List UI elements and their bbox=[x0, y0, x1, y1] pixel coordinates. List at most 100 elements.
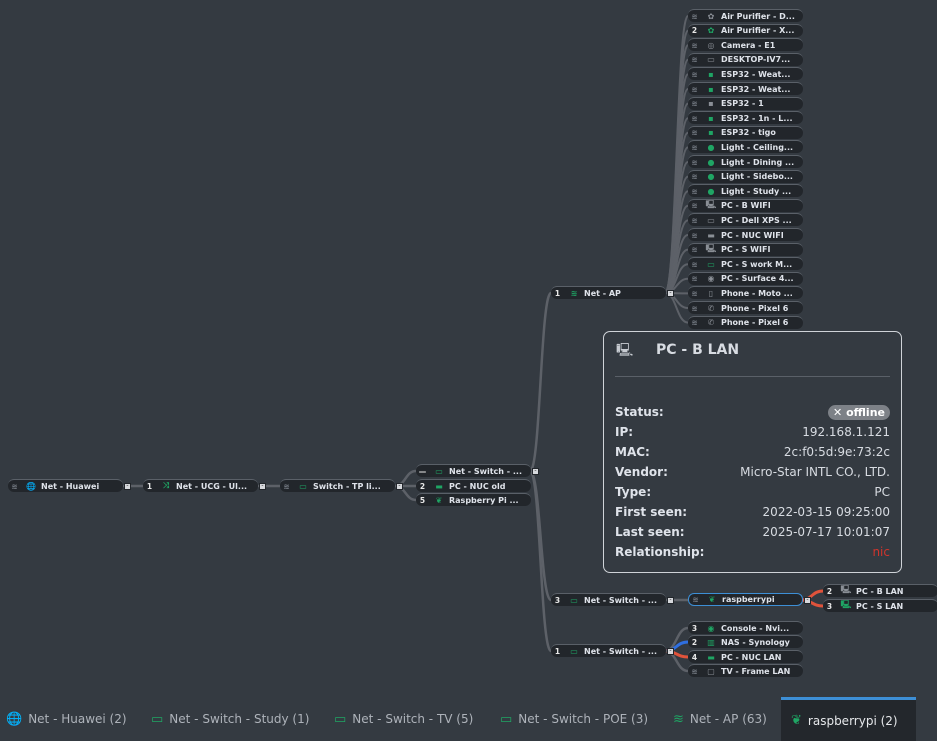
wifi-icon: ≋ bbox=[691, 69, 698, 79]
tab-4[interactable]: ≋ Net - AP (63) bbox=[673, 697, 767, 741]
device-label: PC - NUC LAN bbox=[721, 652, 782, 662]
device-node[interactable]: ≋ ❦ raspberrypi bbox=[688, 593, 803, 606]
link-count-badge: 1 bbox=[554, 646, 561, 656]
tab-label: Net - Switch - Study (1) bbox=[169, 712, 310, 726]
tooltip-row: Last seen: 2025-07-17 10:01:07 bbox=[615, 522, 890, 542]
wifi-icon: ≋ bbox=[691, 259, 698, 269]
device-node[interactable]: ≋ ▪ ESP32 - Weat... bbox=[688, 82, 803, 95]
device-node[interactable]: 4 ▬ PC - NUC LAN bbox=[688, 650, 803, 663]
wifi-icon: ≋ bbox=[691, 84, 698, 94]
device-label: PC - NUC WIFI bbox=[721, 230, 784, 240]
tooltip-row: MAC: 2c:f0:5d:9e:73:2c bbox=[615, 442, 890, 462]
nas-icon: ▥ bbox=[707, 637, 715, 647]
link-count-badge: 2 bbox=[691, 26, 698, 36]
device-node[interactable]: 1 ≋ Net - AP bbox=[551, 286, 666, 299]
device-node[interactable]: ≋ ▪ ESP32 - Weat... bbox=[688, 67, 803, 81]
tv-icon: ▢ bbox=[707, 666, 715, 676]
collapse-toggle[interactable]: - bbox=[532, 468, 539, 475]
tab-3[interactable]: ▭ Net - Switch - POE (3) bbox=[500, 697, 648, 741]
device-node[interactable]: 3 ▭ Net - Switch - ... bbox=[551, 593, 666, 606]
collapse-toggle[interactable]: - bbox=[667, 597, 674, 604]
device-node[interactable]: ≋ ▬ PC - NUC WIFI bbox=[688, 228, 803, 241]
device-node[interactable]: ≋ ▯ Phone - Moto ... bbox=[688, 286, 803, 300]
wifi-icon: ≋ bbox=[691, 201, 698, 211]
link-count-badge: 3 bbox=[691, 623, 698, 633]
tab-2[interactable]: ▭ Net - Switch - TV (5) bbox=[334, 697, 473, 741]
device-label: ESP32 - tigo bbox=[721, 128, 776, 138]
wifi-icon: ≋ bbox=[691, 186, 698, 196]
device-label: Raspberry Pi ... bbox=[449, 495, 519, 505]
device-node[interactable]: 1 ⤨ Net - UCG - Ul... bbox=[143, 479, 258, 492]
link-count-badge: — bbox=[418, 466, 427, 476]
device-label: ESP32 - 1 bbox=[721, 99, 764, 109]
collapse-toggle[interactable]: - bbox=[667, 290, 674, 297]
wifi-icon: ≋ bbox=[691, 11, 698, 21]
tab-1[interactable]: ▭ Net - Switch - Study (1) bbox=[151, 697, 309, 741]
wifi-icon: ≋ bbox=[691, 230, 698, 240]
device-node[interactable]: — ▭ Net - Switch - ... bbox=[416, 464, 531, 477]
device-node[interactable]: ≋ ✆ Phone - Pixel 6 bbox=[688, 315, 803, 329]
device-node[interactable]: ≋ ▭ DESKTOP-IV7... bbox=[688, 52, 803, 66]
wifi-icon: ≋ bbox=[691, 303, 698, 313]
device-node[interactable]: ≋ 🖳 PC - B WIFI bbox=[688, 198, 803, 212]
field-value: PC bbox=[874, 485, 890, 499]
tab-0[interactable]: 🌐 Net - Huawei (2) bbox=[6, 697, 127, 741]
nuc-icon: ▬ bbox=[435, 481, 443, 491]
wifi-icon: ≋ bbox=[691, 55, 698, 65]
field-value: 2025-07-17 10:01:07 bbox=[762, 525, 890, 539]
device-node[interactable]: ≋ ● Light - Dining ... bbox=[688, 155, 803, 168]
device-node[interactable]: 2 ▬ PC - NUC old bbox=[416, 479, 531, 492]
wifi-icon: ≋ bbox=[691, 113, 698, 123]
device-node[interactable]: 2 ▥ NAS - Synology bbox=[688, 635, 803, 648]
device-node[interactable]: 3 🖳 PC - S LAN bbox=[823, 599, 937, 612]
device-label: PC - Dell XPS ... bbox=[721, 215, 792, 225]
device-node[interactable]: ≋ ● Light - Study ... bbox=[688, 184, 803, 198]
wifi-icon: ≋ bbox=[691, 666, 698, 676]
link-count-badge: 3 bbox=[554, 595, 561, 605]
device-node[interactable]: ≋ 🖳 PC - S WIFI bbox=[688, 242, 803, 256]
device-node[interactable]: 3 ◉ Console - Nvi... bbox=[688, 621, 803, 634]
wifi-icon: ≋ bbox=[691, 245, 698, 255]
device-node[interactable]: ≋ 🌐 Net - Huawei bbox=[8, 479, 123, 492]
fan-icon: ✿ bbox=[707, 11, 715, 21]
device-node[interactable]: ≋ ▭ Switch - TP li... bbox=[280, 479, 395, 492]
bulb-icon: ● bbox=[707, 157, 715, 167]
device-node[interactable]: ≋ ◉ PC - Surface 4... bbox=[688, 271, 803, 285]
tab-label: Net - Switch - POE (3) bbox=[518, 712, 649, 726]
device-node[interactable]: ≋ ◎ Camera - E1 bbox=[688, 38, 803, 52]
collapse-toggle[interactable]: - bbox=[667, 648, 674, 655]
device-node[interactable]: ≋ ▢ TV - Frame LAN bbox=[688, 664, 803, 677]
device-node[interactable]: ≋ ▪ ESP32 - 1 bbox=[688, 96, 803, 110]
device-label: Console - Nvi... bbox=[721, 623, 790, 633]
device-node[interactable]: 2 ✿ Air Purifier - X... bbox=[688, 23, 803, 37]
tab-label: raspberrypi (2) bbox=[807, 713, 898, 728]
field-value: Micro-Star INTL CO., LTD. bbox=[740, 465, 890, 479]
globe-icon: 🌐 bbox=[6, 711, 23, 727]
collapse-toggle[interactable]: - bbox=[259, 483, 266, 490]
collapse-toggle[interactable]: - bbox=[124, 483, 131, 490]
collapse-toggle[interactable]: - bbox=[396, 483, 403, 490]
device-node[interactable]: 5 ❦ Raspberry Pi ... bbox=[416, 493, 531, 506]
gamepad-icon: ◉ bbox=[707, 274, 715, 284]
device-label: Light - Sidebo... bbox=[721, 172, 793, 182]
device-node[interactable]: ≋ ✿ Air Purifier - D... bbox=[688, 9, 803, 22]
wifi-icon: ≋ bbox=[691, 142, 698, 152]
collapse-toggle[interactable]: - bbox=[804, 597, 811, 604]
device-node[interactable]: 2 🖳 PC - B LAN bbox=[823, 584, 937, 597]
raspberry-icon: ❦ bbox=[435, 495, 443, 505]
device-node[interactable]: ≋ ● Light - Ceiling... bbox=[688, 140, 803, 154]
device-node[interactable]: ≋ ✆ Phone - Pixel 6 bbox=[688, 301, 803, 314]
device-node[interactable]: ≋ ▪ ESP32 - 1n - L... bbox=[688, 111, 803, 125]
field-label: Relationship: bbox=[615, 545, 705, 559]
field-label: IP: bbox=[615, 425, 634, 439]
tab-5[interactable]: ❦ raspberrypi (2) bbox=[781, 697, 916, 741]
wifi-icon: ≋ bbox=[570, 288, 578, 298]
device-label: Phone - Pixel 6 bbox=[721, 303, 789, 313]
device-node[interactable]: 1 ▭ Net - Switch - ... bbox=[551, 644, 666, 657]
device-node[interactable]: ≋ ▭ PC - Dell XPS ... bbox=[688, 213, 803, 227]
device-node[interactable]: ≋ ▪ ESP32 - tigo bbox=[688, 125, 803, 139]
device-node[interactable]: ≋ ▭ PC - S work M... bbox=[688, 257, 803, 271]
raspberry-icon: ❦ bbox=[708, 595, 716, 604]
device-node[interactable]: ≋ ● Light - Sidebo... bbox=[688, 169, 803, 183]
monitor-icon: ▭ bbox=[707, 259, 715, 269]
